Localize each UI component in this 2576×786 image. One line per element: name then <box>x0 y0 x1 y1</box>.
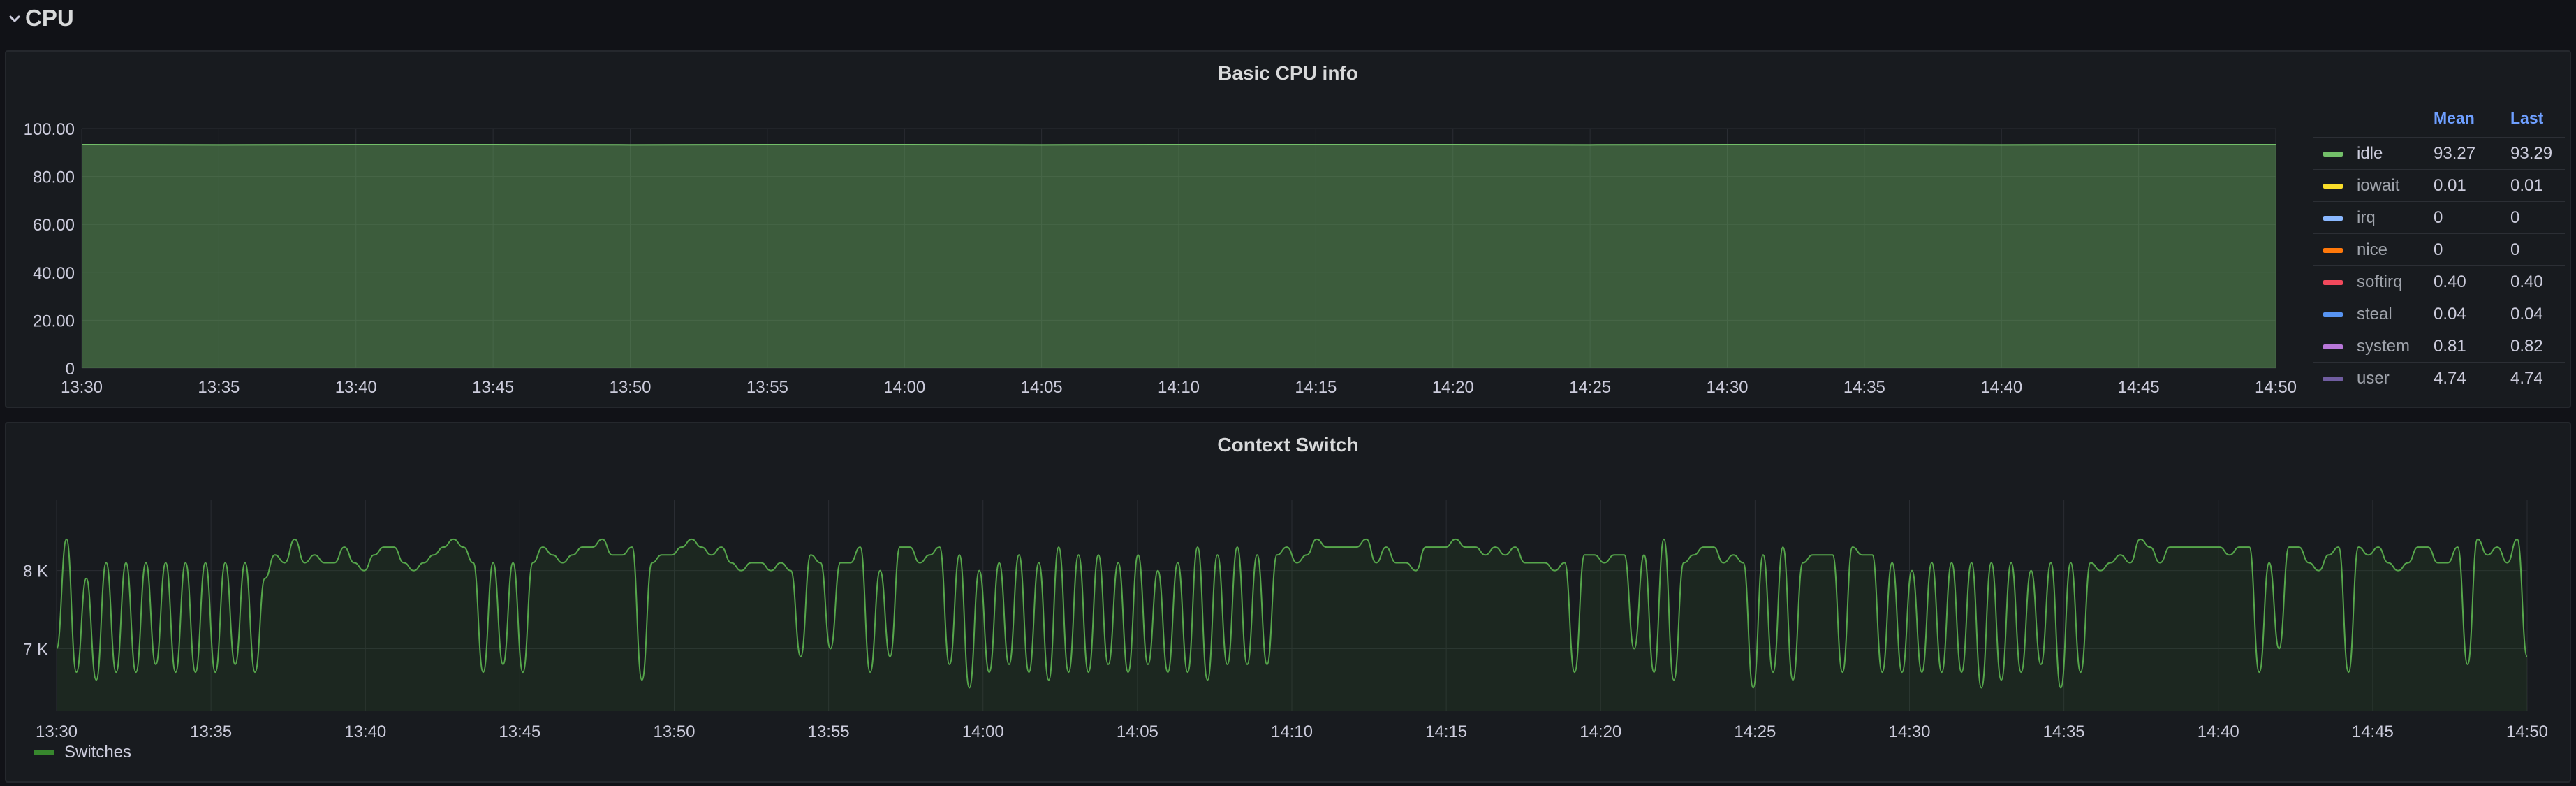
x-tick-label: 14:25 <box>1734 722 1776 741</box>
y-tick-label: 60.00 <box>33 216 75 235</box>
legend-swatch <box>2323 152 2343 157</box>
y-tick-label: 0 <box>66 360 75 379</box>
x-tick-label: 14:15 <box>1295 378 1337 397</box>
chevron-down-icon[interactable] <box>6 10 24 28</box>
y-tick-label: 100.00 <box>24 120 75 139</box>
x-tick-label: 14:35 <box>1843 378 1885 397</box>
legend-mean-value: 0.40 <box>2434 272 2466 291</box>
legend-label: Switches <box>64 743 132 762</box>
legend-last-value: 0 <box>2510 208 2520 227</box>
legend-swatch <box>2323 216 2343 221</box>
x-tick-label: 13:40 <box>344 722 386 741</box>
x-tick-label: 13:30 <box>61 378 103 397</box>
series-area-idle <box>82 144 2276 368</box>
x-tick-label: 14:05 <box>1117 722 1158 741</box>
legend-mean-value: 93.27 <box>2434 144 2476 163</box>
y-tick-label: 7 K <box>23 641 48 660</box>
row-header[interactable]: CPU <box>0 0 2576 41</box>
legend-swatch <box>2323 377 2343 381</box>
x-tick-label: 14:40 <box>1980 378 2022 397</box>
x-tick-label: 13:35 <box>190 722 232 741</box>
legend-name: softirq <box>2357 272 2403 291</box>
legend-swatch <box>2323 280 2343 285</box>
legend-last-value: 0.04 <box>2510 305 2543 323</box>
legend-row-steal[interactable]: steal 0.04 0.04 <box>2313 298 2565 330</box>
legend-row-softirq[interactable]: softirq 0.40 0.40 <box>2313 265 2565 298</box>
row-title[interactable]: CPU <box>25 5 74 31</box>
series-area-Switches <box>57 539 2527 711</box>
x-tick-label: 14:20 <box>1432 378 1474 397</box>
y-tick-label: 8 K <box>23 562 48 581</box>
x-tick-label: 13:45 <box>472 378 514 397</box>
panel-context-switch: Context Switch 7 K 8 K 13:30 13:35 13:40 13:4… <box>5 422 2571 783</box>
legend-swatch <box>34 750 54 755</box>
legend-row-idle[interactable]: idle 93.27 93.29 <box>2313 137 2565 170</box>
legend-swatch <box>2323 312 2343 317</box>
x-tick-label: 14:15 <box>1425 722 1467 741</box>
legend-name: iowait <box>2357 176 2400 195</box>
x-tick-label: 14:00 <box>883 378 925 397</box>
y-tick-label: 80.00 <box>33 168 75 187</box>
legend-last-value: 0.82 <box>2510 337 2543 356</box>
legend-mean-value: 0 <box>2434 208 2443 227</box>
x-tick-label: 14:25 <box>1569 378 1611 397</box>
x-tick-label: 14:35 <box>2043 722 2085 741</box>
x-tick-label: 14:30 <box>1706 378 1748 397</box>
y-tick-label: 40.00 <box>33 264 75 283</box>
x-tick-label: 13:30 <box>36 722 78 741</box>
legend-row-iowait[interactable]: iowait 0.01 0.01 <box>2313 169 2565 202</box>
x-tick-label: 14:45 <box>2352 722 2394 741</box>
cs-legend-item[interactable]: Switches <box>34 742 131 763</box>
panel-basic-cpu-info: Basic CPU info 0 20.00 40.00 60.00 80.00 100.… <box>5 50 2571 408</box>
legend-last-value: 4.74 <box>2510 369 2543 388</box>
legend-last-value: 0 <box>2510 240 2520 259</box>
legend-name: steal <box>2357 305 2392 323</box>
legend-header-last[interactable]: Last <box>2510 109 2544 127</box>
legend-mean-value: 0.04 <box>2434 305 2466 323</box>
legend-mean-value: 0.81 <box>2434 337 2466 356</box>
legend-name: user <box>2357 369 2390 388</box>
legend-name: nice <box>2357 240 2388 259</box>
legend-mean-value: 4.74 <box>2434 369 2466 388</box>
legend-header-mean[interactable]: Mean <box>2434 109 2475 127</box>
x-tick-label: 14:30 <box>1888 722 1930 741</box>
legend-last-value: 0.01 <box>2510 176 2543 195</box>
x-tick-label: 14:45 <box>2118 378 2160 397</box>
legend-swatch <box>2323 344 2343 349</box>
legend-mean-value: 0 <box>2434 240 2443 259</box>
x-tick-label: 13:45 <box>499 722 540 741</box>
legend-row-irq[interactable]: irq 0 0 <box>2313 201 2565 234</box>
x-tick-label: 13:40 <box>335 378 377 397</box>
legend-name: idle <box>2357 144 2383 163</box>
series-line-Switches <box>56 538 2528 689</box>
x-tick-label: 14:10 <box>1158 378 1200 397</box>
x-tick-label: 13:55 <box>808 722 850 741</box>
x-tick-label: 14:40 <box>2198 722 2239 741</box>
legend-name: irq <box>2357 208 2376 227</box>
x-tick-label: 14:05 <box>1021 378 1063 397</box>
cpu-chart[interactable]: 0 20.00 40.00 60.00 80.00 100.00 13:30 13:35 13:… <box>6 52 2311 401</box>
legend-row-user[interactable]: user 4.74 4.74 <box>2313 362 2565 395</box>
legend-row-system[interactable]: system 0.81 0.82 <box>2313 330 2565 363</box>
x-tick-label: 13:50 <box>609 378 651 397</box>
legend-row-nice[interactable]: nice 0 0 <box>2313 233 2565 266</box>
x-tick-label: 13:55 <box>746 378 788 397</box>
x-tick-label: 14:10 <box>1271 722 1313 741</box>
x-tick-label: 13:50 <box>653 722 695 741</box>
context-switch-chart[interactable]: 7 K 8 K 13:30 13:35 13:40 13:45 13:50 13:55 14:0… <box>6 423 2569 745</box>
legend-mean-value: 0.01 <box>2434 176 2466 195</box>
x-tick-label: 13:35 <box>198 378 240 397</box>
legend-name: system <box>2357 337 2411 356</box>
panel-title[interactable]: Context Switch <box>1217 434 1359 456</box>
panel-title[interactable]: Basic CPU info <box>1218 62 1358 84</box>
legend-last-value: 0.40 <box>2510 272 2543 291</box>
x-tick-label: 14:20 <box>1580 722 1621 741</box>
legend-swatch <box>2323 248 2343 253</box>
y-tick-label: 20.00 <box>33 312 75 330</box>
legend-swatch <box>2323 184 2343 189</box>
x-tick-label: 14:50 <box>2506 722 2548 741</box>
x-tick-label: 14:50 <box>2255 378 2297 397</box>
x-tick-label: 14:00 <box>962 722 1004 741</box>
legend-last-value: 93.29 <box>2510 144 2553 163</box>
